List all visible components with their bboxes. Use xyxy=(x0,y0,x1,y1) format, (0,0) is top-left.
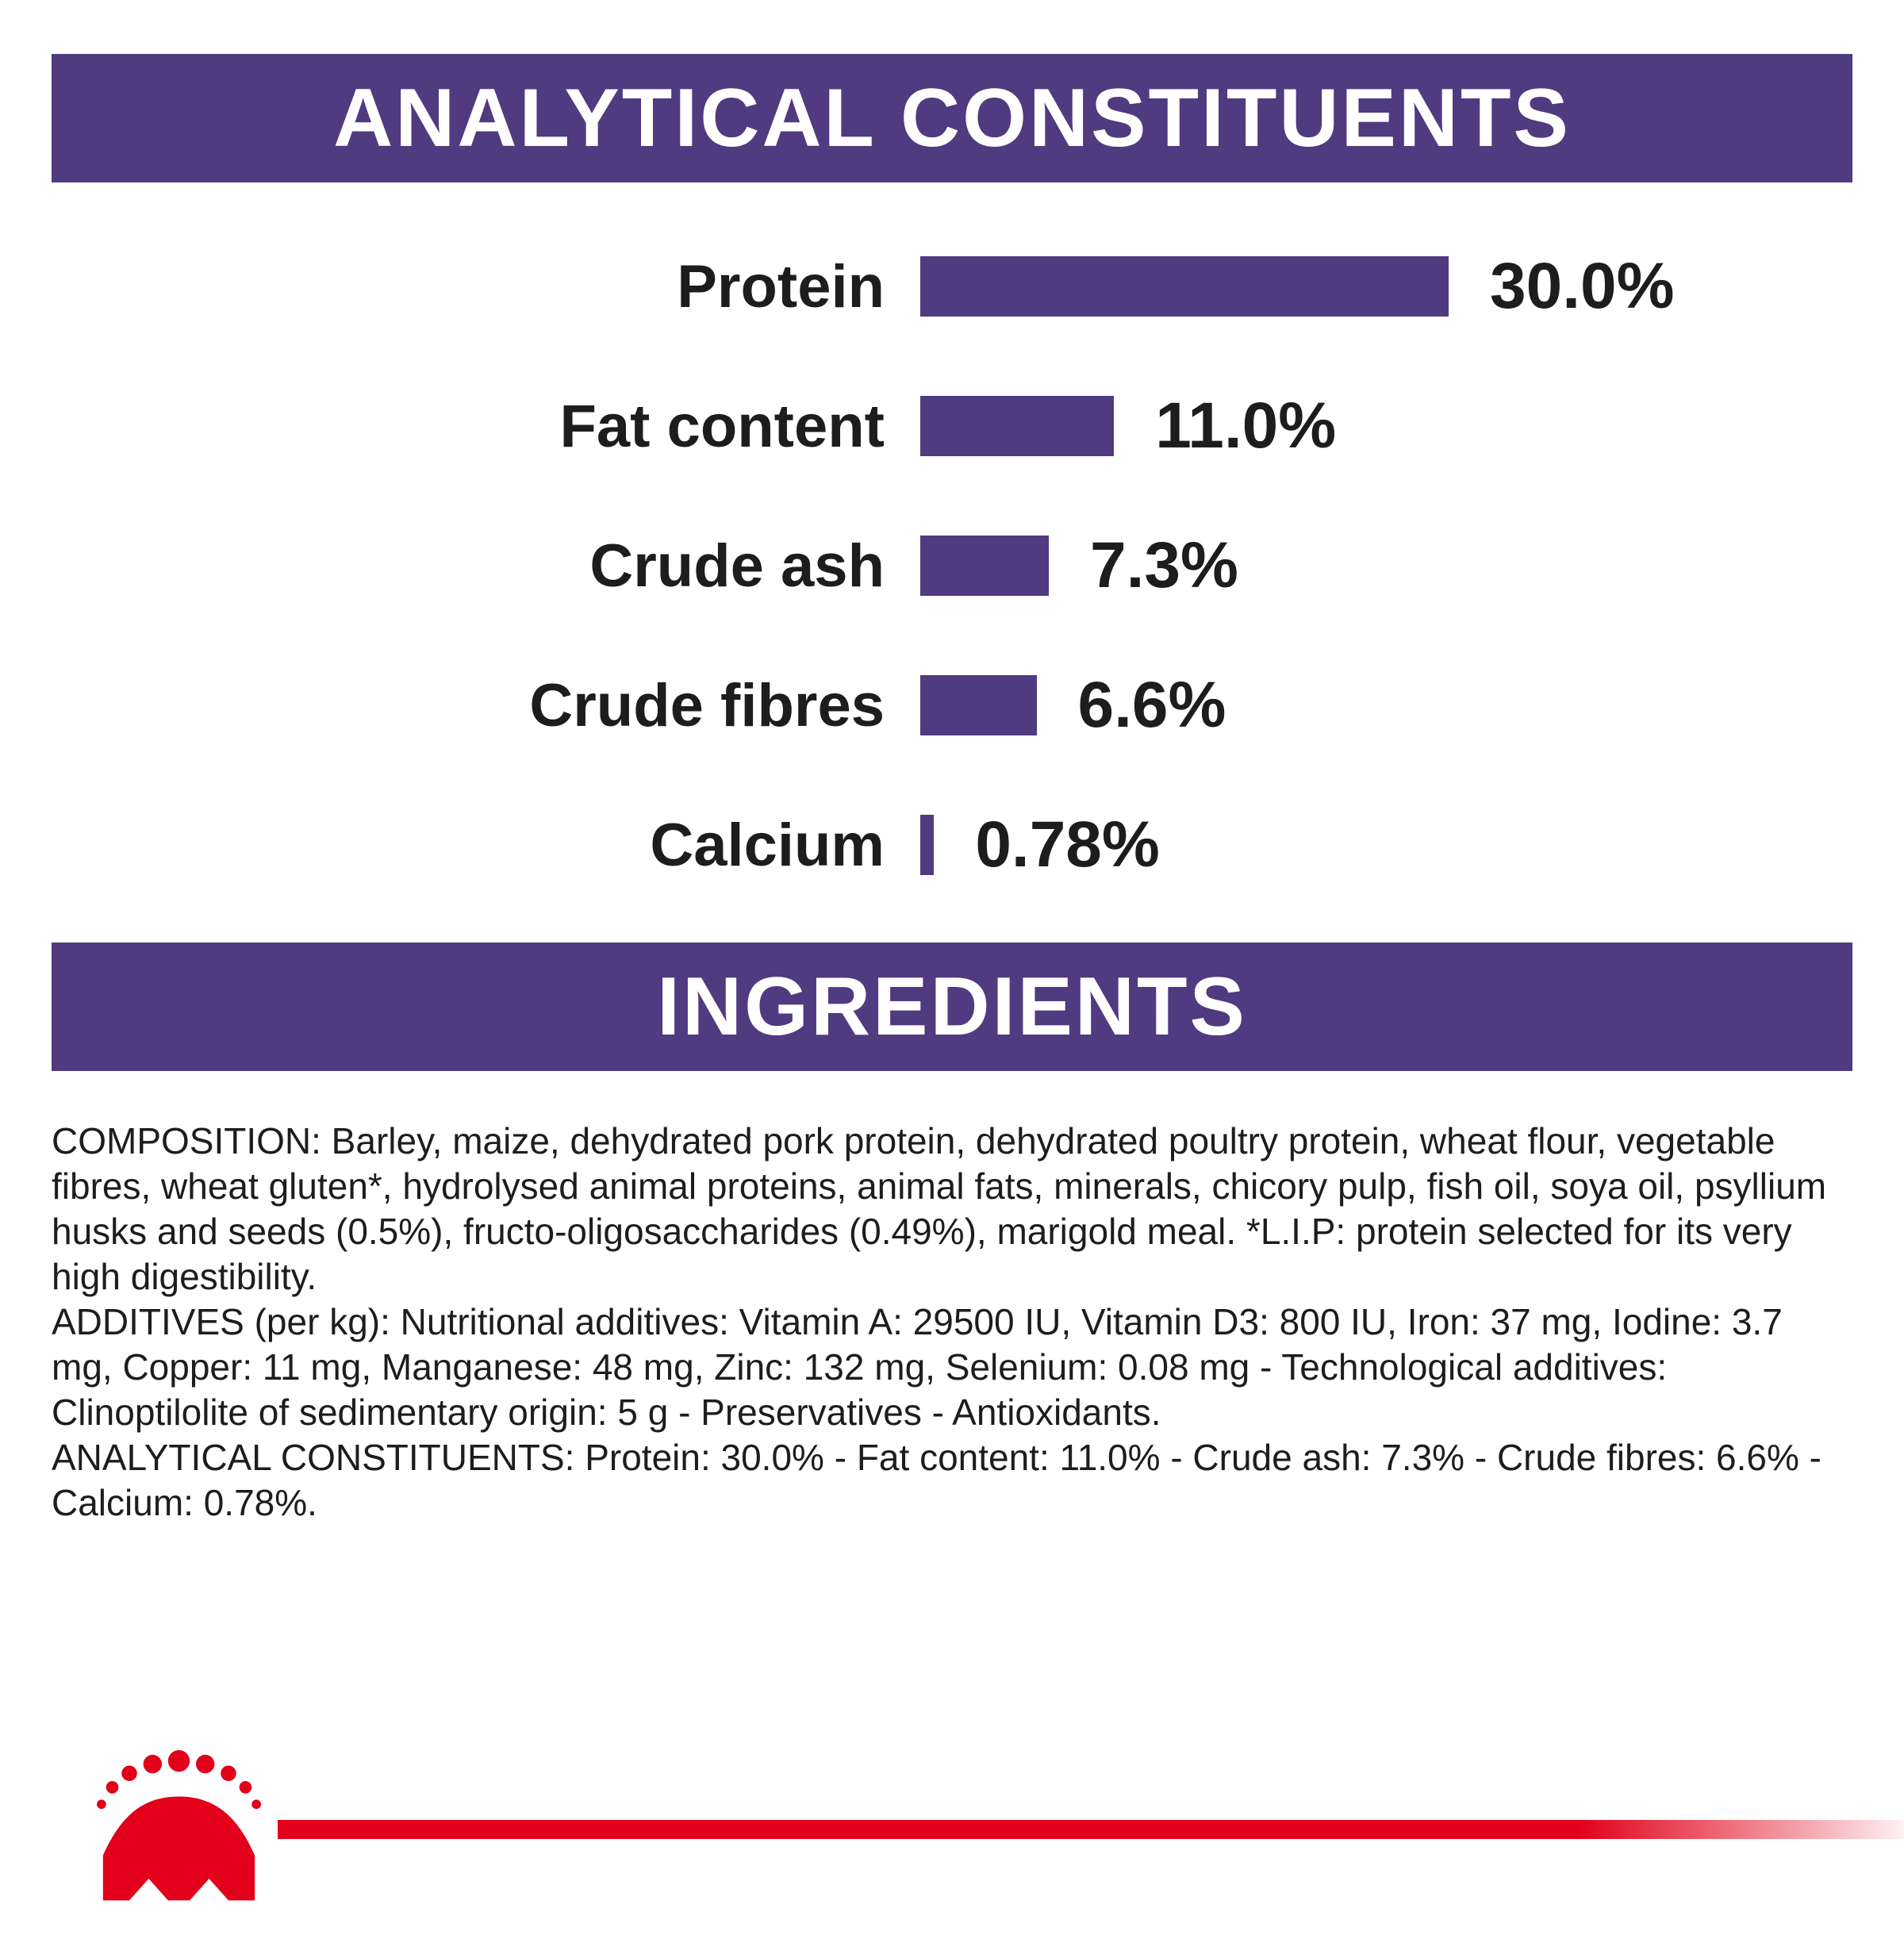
ingredients-banner: INGREDIENTS xyxy=(52,943,1852,1071)
ingredients-text-block: COMPOSITION: Barley, maize, dehydrated p… xyxy=(52,1119,1852,1526)
chart-bar xyxy=(920,536,1050,596)
chart-bar xyxy=(920,675,1037,735)
bar-chart-rows: Protein 30.0% Fat content 11.0% Crude ash 7.3… xyxy=(52,244,1904,887)
footer xyxy=(0,1744,1904,1926)
analytical-constituents-bar-chart: Protein 30.0% Fat content 11.0% Crude ash 7.3… xyxy=(0,244,1904,887)
analytical-constituents-paragraph: ANALYTICAL CONSTITUENTS: Protein: 30.0% … xyxy=(52,1437,1821,1523)
ingredients-title: INGREDIENTS xyxy=(657,960,1247,1053)
chart-category-label: Calcium xyxy=(650,811,885,879)
chart-category-label: Crude ash xyxy=(589,532,885,600)
chart-category-label: Protein xyxy=(677,252,885,321)
analytical-constituents-banner: ANALYTICAL CONSTITUENTS xyxy=(52,54,1852,182)
chart-value-label: 7.3% xyxy=(1090,529,1238,601)
royal-canin-crown-icon xyxy=(94,1749,264,1911)
chart-row: Protein 30.0% xyxy=(52,244,1904,328)
additives-paragraph: ADDITIVES (per kg): Nutritional additive… xyxy=(52,1301,1783,1433)
chart-bar xyxy=(920,815,935,875)
red-divider-line xyxy=(278,1820,1904,1839)
composition-paragraph: COMPOSITION: Barley, maize, dehydrated p… xyxy=(52,1120,1827,1297)
chart-value-label: 0.78% xyxy=(975,808,1160,881)
chart-category-label: Fat content xyxy=(559,392,885,460)
chart-row: Crude fibres 6.6% xyxy=(52,663,1904,747)
chart-bar xyxy=(920,396,1115,456)
chart-value-label: 11.0% xyxy=(1155,390,1337,462)
chart-value-label: 6.6% xyxy=(1077,669,1226,741)
chart-value-label: 30.0% xyxy=(1490,250,1675,322)
chart-row: Calcium 0.78% xyxy=(52,803,1904,887)
analytical-constituents-title: ANALYTICAL CONSTITUENTS xyxy=(333,71,1571,164)
chart-row: Fat content 11.0% xyxy=(52,384,1904,468)
chart-category-label: Crude fibres xyxy=(529,671,885,739)
chart-row: Crude ash 7.3% xyxy=(52,524,1904,608)
chart-bar xyxy=(920,256,1449,317)
